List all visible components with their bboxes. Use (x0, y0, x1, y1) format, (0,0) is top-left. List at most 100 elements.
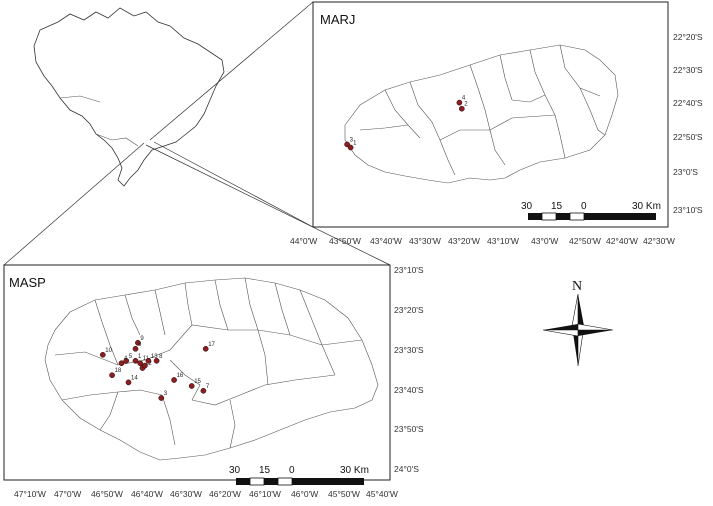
masp-site-label: 4 (124, 356, 128, 362)
masp-sampling-sites: 109654111212138181417161573 (99, 336, 216, 401)
marj-lat-labels: 22°20'S 22°30'S 22°40'S 22°50'S 23°0'S 2… (673, 32, 703, 215)
masp-title: MASP (9, 275, 46, 290)
masp-lon-label: 47°0'W (54, 489, 81, 499)
masp-lon-label: 46°40'W (131, 489, 163, 499)
marj-lon-label: 43°20'W (448, 236, 480, 246)
masp-site-label: 3 (164, 391, 168, 397)
masp-lon-label: 45°40'W (366, 489, 398, 499)
masp-lat-labels: 23°10'S 23°20'S 23°30'S 23°40'S 23°50'S … (394, 265, 424, 474)
masp-site-marker (153, 357, 160, 364)
marj-site-marker (456, 99, 463, 106)
marj-site-label: 4 (462, 96, 466, 102)
masp-scale-label: 0 (289, 465, 295, 476)
masp-site-marker (132, 357, 139, 364)
masp-site-marker (202, 345, 209, 352)
marj-lon-label: 44°0'W (290, 236, 317, 246)
masp-site-label: 6 (138, 342, 142, 348)
masp-lon-label: 47°10'W (14, 489, 46, 499)
masp-site-marker (135, 339, 141, 346)
marj-scale-bar: 30 15 0 30 Km (521, 201, 661, 221)
marj-title: MARJ (320, 12, 355, 27)
north-arrow: N (542, 279, 614, 367)
marj-lon-label: 43°50'W (329, 236, 361, 246)
masp-site-label: 9 (140, 336, 144, 342)
marj-scale-label: 30 Km (632, 201, 661, 212)
masp-site-label: 5 (129, 354, 133, 360)
masp-site-label: 18 (115, 368, 122, 374)
masp-lat-label: 23°50'S (394, 424, 424, 434)
masp-site-marker (109, 372, 115, 379)
marj-lon-label: 42°50'W (569, 236, 601, 246)
marj-lon-labels: 44°0'W 43°50'W 43°40'W 43°30'W 43°20'W 4… (290, 236, 675, 246)
marj-lat-label: 22°40'S (673, 98, 703, 108)
masp-site-label: 7 (206, 384, 210, 390)
marj-lat-label: 22°30'S (673, 65, 703, 75)
masp-municipal-boundaries (44, 277, 379, 461)
marj-site-label: 3 (350, 137, 354, 143)
masp-site-marker (137, 360, 144, 367)
marj-lon-label: 43°10'W (487, 236, 519, 246)
marj-lat-label: 23°10'S (673, 205, 703, 215)
masp-site-marker (118, 360, 125, 367)
marj-lon-label: 43°40'W (370, 236, 402, 246)
masp-lon-label: 46°10'W (249, 489, 281, 499)
marj-site-label: 2 (464, 102, 468, 108)
masp-lat-label: 23°30'S (394, 345, 424, 355)
marj-lat-label: 22°20'S (673, 32, 703, 42)
masp-site-label: 10 (105, 348, 112, 354)
marj-lon-label: 42°30'W (643, 236, 675, 246)
marj-site-label: 1 (353, 141, 357, 147)
masp-site-label: 13 (151, 354, 158, 360)
masp-lat-label: 23°20'S (394, 305, 424, 315)
masp-scale-label: 30 (229, 465, 241, 476)
masp-lon-label: 46°20'W (209, 489, 241, 499)
masp-site-marker (188, 383, 195, 389)
masp-site-marker (125, 379, 132, 386)
masp-lon-label: 46°0'W (291, 489, 318, 499)
masp-scale-label: 30 Km (340, 465, 369, 476)
masp-inset: MASP 23°10'S 23°20'S 23°30'S 23°40'S (3, 264, 424, 499)
masp-site-label: 1 (138, 354, 142, 360)
marj-municipal-boundaries (344, 44, 619, 184)
masp-site-label: 12 (145, 361, 152, 367)
marj-scale-label: 15 (551, 201, 563, 212)
marj-lon-label: 43°0'W (531, 236, 558, 246)
marj-lon-label: 43°30'W (409, 236, 441, 246)
masp-site-marker (171, 377, 177, 383)
marj-site-marker (458, 105, 465, 112)
marj-scale-label: 0 (581, 201, 587, 212)
marj-inset: MARJ 22°20'S 22°30'S 22°40'S 22°50'S 23°… (290, 1, 703, 246)
north-label: N (572, 279, 582, 294)
masp-site-label: 14 (131, 375, 138, 381)
masp-lat-label: 23°10'S (394, 265, 424, 275)
masp-site-marker (123, 357, 130, 364)
marj-lat-label: 22°50'S (673, 132, 703, 142)
masp-site-marker (99, 351, 106, 358)
masp-site-label: 15 (194, 379, 201, 385)
masp-site-marker (158, 395, 165, 401)
masp-site-marker (200, 387, 207, 394)
masp-site-label: 16 (177, 373, 184, 379)
marj-lon-label: 42°40'W (606, 236, 638, 246)
masp-site-marker (142, 362, 148, 369)
masp-site-marker (145, 357, 152, 364)
masp-scale-bar: 30 15 0 30 Km (229, 465, 369, 486)
marj-site-marker (347, 144, 354, 151)
masp-scale-label: 15 (259, 465, 271, 476)
masp-site-label: 8 (159, 354, 163, 360)
masp-lon-label: 45°50'W (328, 489, 360, 499)
zoom-connectors (3, 1, 391, 266)
marj-lat-label: 23°0'S (673, 167, 698, 177)
marj-scale-label: 30 (521, 201, 533, 212)
masp-lon-label: 46°30'W (170, 489, 202, 499)
masp-site-label: 17 (208, 342, 215, 348)
masp-lon-label: 46°50'W (91, 489, 123, 499)
brazil-outline (33, 7, 225, 187)
masp-lon-labels: 47°10'W 47°0'W 46°50'W 46°40'W 46°30'W 4… (14, 489, 398, 499)
masp-lat-label: 24°0'S (394, 464, 419, 474)
masp-site-marker (132, 345, 139, 352)
marj-sampling-sites: 42 31 (344, 96, 468, 151)
compass-rose-icon (542, 293, 614, 367)
masp-lat-label: 23°40'S (394, 385, 424, 395)
